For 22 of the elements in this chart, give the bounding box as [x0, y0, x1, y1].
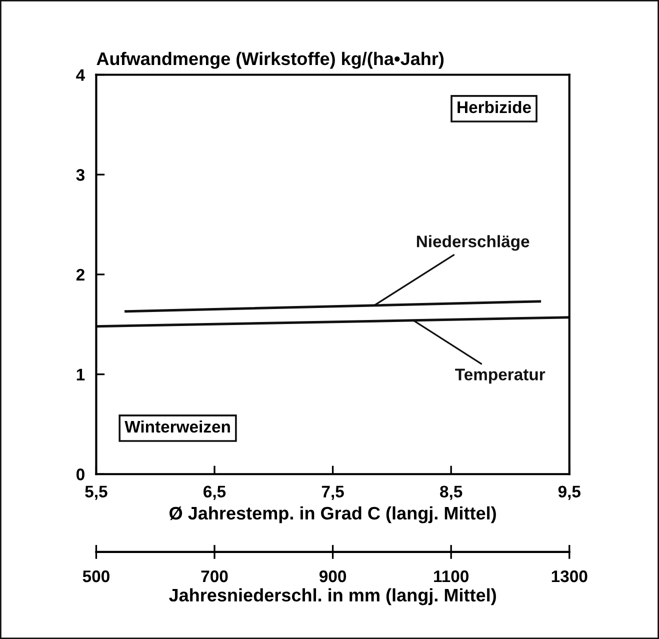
y-tick-label: 1 [76, 368, 85, 380]
x2-tick-label: 1300 [552, 570, 588, 582]
text: Niederschläge [416, 235, 530, 251]
x2-tick-label: 900 [319, 570, 346, 582]
x-tick-label: 5,5 [85, 486, 108, 500]
x-tick-label: 7,5 [322, 486, 344, 500]
x-tick-label: 9,5 [558, 486, 580, 500]
text: Temperatur [455, 368, 546, 384]
x2-tick-label: 1100 [434, 570, 468, 582]
annotation: Winterweizen [124, 420, 230, 433]
y-tick-label: 2 [76, 268, 84, 280]
x2-tick-label: 700 [201, 570, 228, 582]
x-tick-label: 6,5 [204, 486, 226, 500]
annotation: Herbizide [458, 100, 531, 114]
x-tick-label: 8,5 [440, 486, 462, 500]
x2-axis-title: Jahresniederschl. in mm (langj. Mittel) [169, 588, 496, 606]
y-tick-label: 0 [76, 468, 84, 480]
y-axis-title: Aufwandmenge (Wirkstoffe) kg/(ha•Jahr) [96, 52, 444, 69]
y-tick-label: 4 [76, 69, 86, 81]
x2-tick-label: 500 [82, 570, 110, 582]
y-tick-label: 3 [76, 169, 84, 181]
x-axis-title: Ø Jahrestemp. in Grad C (langj. Mittel) [170, 506, 496, 524]
